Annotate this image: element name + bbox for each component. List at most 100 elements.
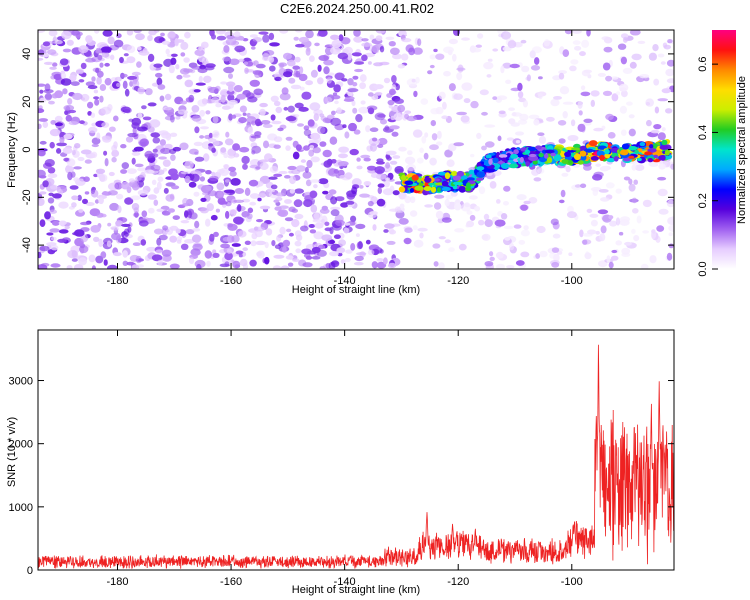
spectrogram-cell	[206, 260, 211, 267]
spectrogram-cell	[180, 100, 188, 105]
spectrogram-cell	[305, 47, 311, 56]
spectrogram-cell	[78, 45, 89, 54]
spectrogram-signal-cell	[476, 171, 486, 178]
spectrogram-cell	[367, 249, 375, 256]
spectrogram-cell	[629, 30, 641, 36]
spectrogram-cell	[496, 263, 505, 269]
spectrogram-cell	[255, 166, 261, 170]
spectrogram-cell	[339, 174, 346, 180]
spectrogram-signal-cell	[508, 163, 519, 169]
spectrogram-signal-cell	[564, 151, 572, 157]
spectrogram-cell	[231, 235, 240, 243]
spectrogram-cell	[511, 112, 523, 117]
spectrogram-cell	[71, 202, 77, 208]
spectrogram-cell	[198, 46, 203, 51]
spectrogram-cell	[121, 181, 130, 190]
spectrogram-cell	[110, 226, 118, 230]
spectrogram-cell	[327, 114, 335, 120]
spectrogram-cell	[593, 127, 604, 132]
spectrogram-cell	[88, 126, 98, 134]
spectrogram-cell	[159, 95, 165, 102]
spectrogram-cell	[309, 145, 315, 149]
spectrogram-cell	[197, 67, 208, 74]
spectrogram-signal-cell	[634, 149, 639, 154]
colorbar-tick-label: 0.0	[697, 261, 709, 276]
spectrogram-signal-cell	[498, 154, 508, 158]
spectrogram-cell	[377, 186, 382, 195]
spectrogram-cell	[353, 129, 361, 135]
spectrogram-cell	[43, 61, 54, 65]
spectrogram-cell	[205, 218, 211, 227]
spectrogram-cell	[49, 141, 55, 149]
spectrogram-cell	[275, 192, 285, 197]
spectrogram-cell	[288, 232, 294, 237]
spectrogram-cell	[168, 208, 175, 213]
spectrogram-cell	[520, 229, 531, 237]
spectrogram-cell	[355, 223, 366, 230]
spectrogram-panel: -180 -160 -140 -120 -100 -40 -20 0 20 40 Height o…	[6, 29, 675, 296]
spectrogram-cell	[193, 141, 203, 147]
spectrogram-cell	[170, 132, 178, 137]
spectrogram-cell	[452, 53, 457, 62]
spectrogram-signal-cell	[568, 160, 573, 164]
spectrogram-cell	[269, 42, 280, 47]
spectrogram-cell	[46, 242, 57, 246]
spectrogram-cell	[360, 154, 371, 159]
spectrogram-cell	[448, 38, 458, 45]
spectrogram-cell	[295, 144, 302, 152]
spectrogram-cell	[101, 46, 112, 53]
spectrogram-cell	[506, 137, 514, 141]
spectrogram-cell	[558, 72, 565, 80]
spectrogram-cell	[162, 159, 171, 167]
spectrogram-cell	[52, 193, 62, 199]
spectrogram-cell	[303, 125, 310, 131]
spectrogram-cell	[211, 171, 216, 177]
spectrogram-cell	[59, 58, 69, 66]
spectrogram-cell	[224, 179, 230, 183]
spectrogram-cell	[107, 36, 115, 45]
spectrogram-cell	[169, 263, 180, 269]
spectrogram-cell	[149, 119, 161, 128]
spectrogram-cell	[561, 172, 569, 177]
spectrogram-cell	[321, 234, 333, 241]
spectrogram-cell	[493, 170, 502, 177]
spectrogram-cell	[200, 126, 209, 130]
spectrogram-cell	[392, 190, 400, 196]
spectrogram-cell	[413, 90, 418, 98]
spectrogram-cell	[57, 238, 67, 243]
spectrogram-cell	[85, 57, 96, 63]
spectrogram-cell	[141, 105, 147, 110]
spectrogram-cell	[259, 205, 271, 210]
spectrogram-signal-cell	[544, 149, 555, 154]
spectrogram-cell	[632, 208, 639, 214]
spectrogram-cell	[346, 193, 356, 200]
spectrogram-cell	[239, 105, 247, 113]
spectrogram-cell	[225, 210, 230, 219]
spectrogram-cell	[284, 175, 291, 179]
spectrogram-cell	[142, 116, 152, 121]
spectrogram-cell	[658, 163, 666, 170]
spectrogram-cell	[599, 233, 606, 242]
spectrogram-cell	[298, 36, 309, 43]
spectrogram-signal-cell	[661, 139, 668, 146]
spectrogram-cell	[500, 213, 508, 220]
spectrogram-cell	[208, 132, 213, 138]
spectrogram-cell	[129, 80, 134, 87]
spectrogram-cell	[169, 235, 178, 243]
spectrogram-cell	[666, 199, 674, 208]
spectrogram-ticks: -180 -160 -140 -120 -100 -40 -20 0 20 40	[21, 30, 674, 287]
spectrogram-cells	[38, 30, 674, 269]
spectrogram-cell	[66, 39, 74, 46]
spectrogram-cell	[389, 185, 395, 194]
spectrogram-cell	[284, 217, 294, 222]
spectrogram-cell	[628, 183, 636, 192]
spectrogram-cell	[85, 35, 93, 44]
spectrogram-cell	[180, 41, 189, 51]
spectrogram-cell	[661, 127, 666, 132]
spectrogram-cell	[212, 133, 218, 137]
spectrogram-cell	[153, 228, 164, 235]
spectrogram-cell	[461, 82, 473, 91]
spectrogram-cell	[250, 135, 261, 139]
colorbar-tick-label: 0.6	[697, 56, 709, 71]
spectrogram-cell	[162, 168, 168, 172]
